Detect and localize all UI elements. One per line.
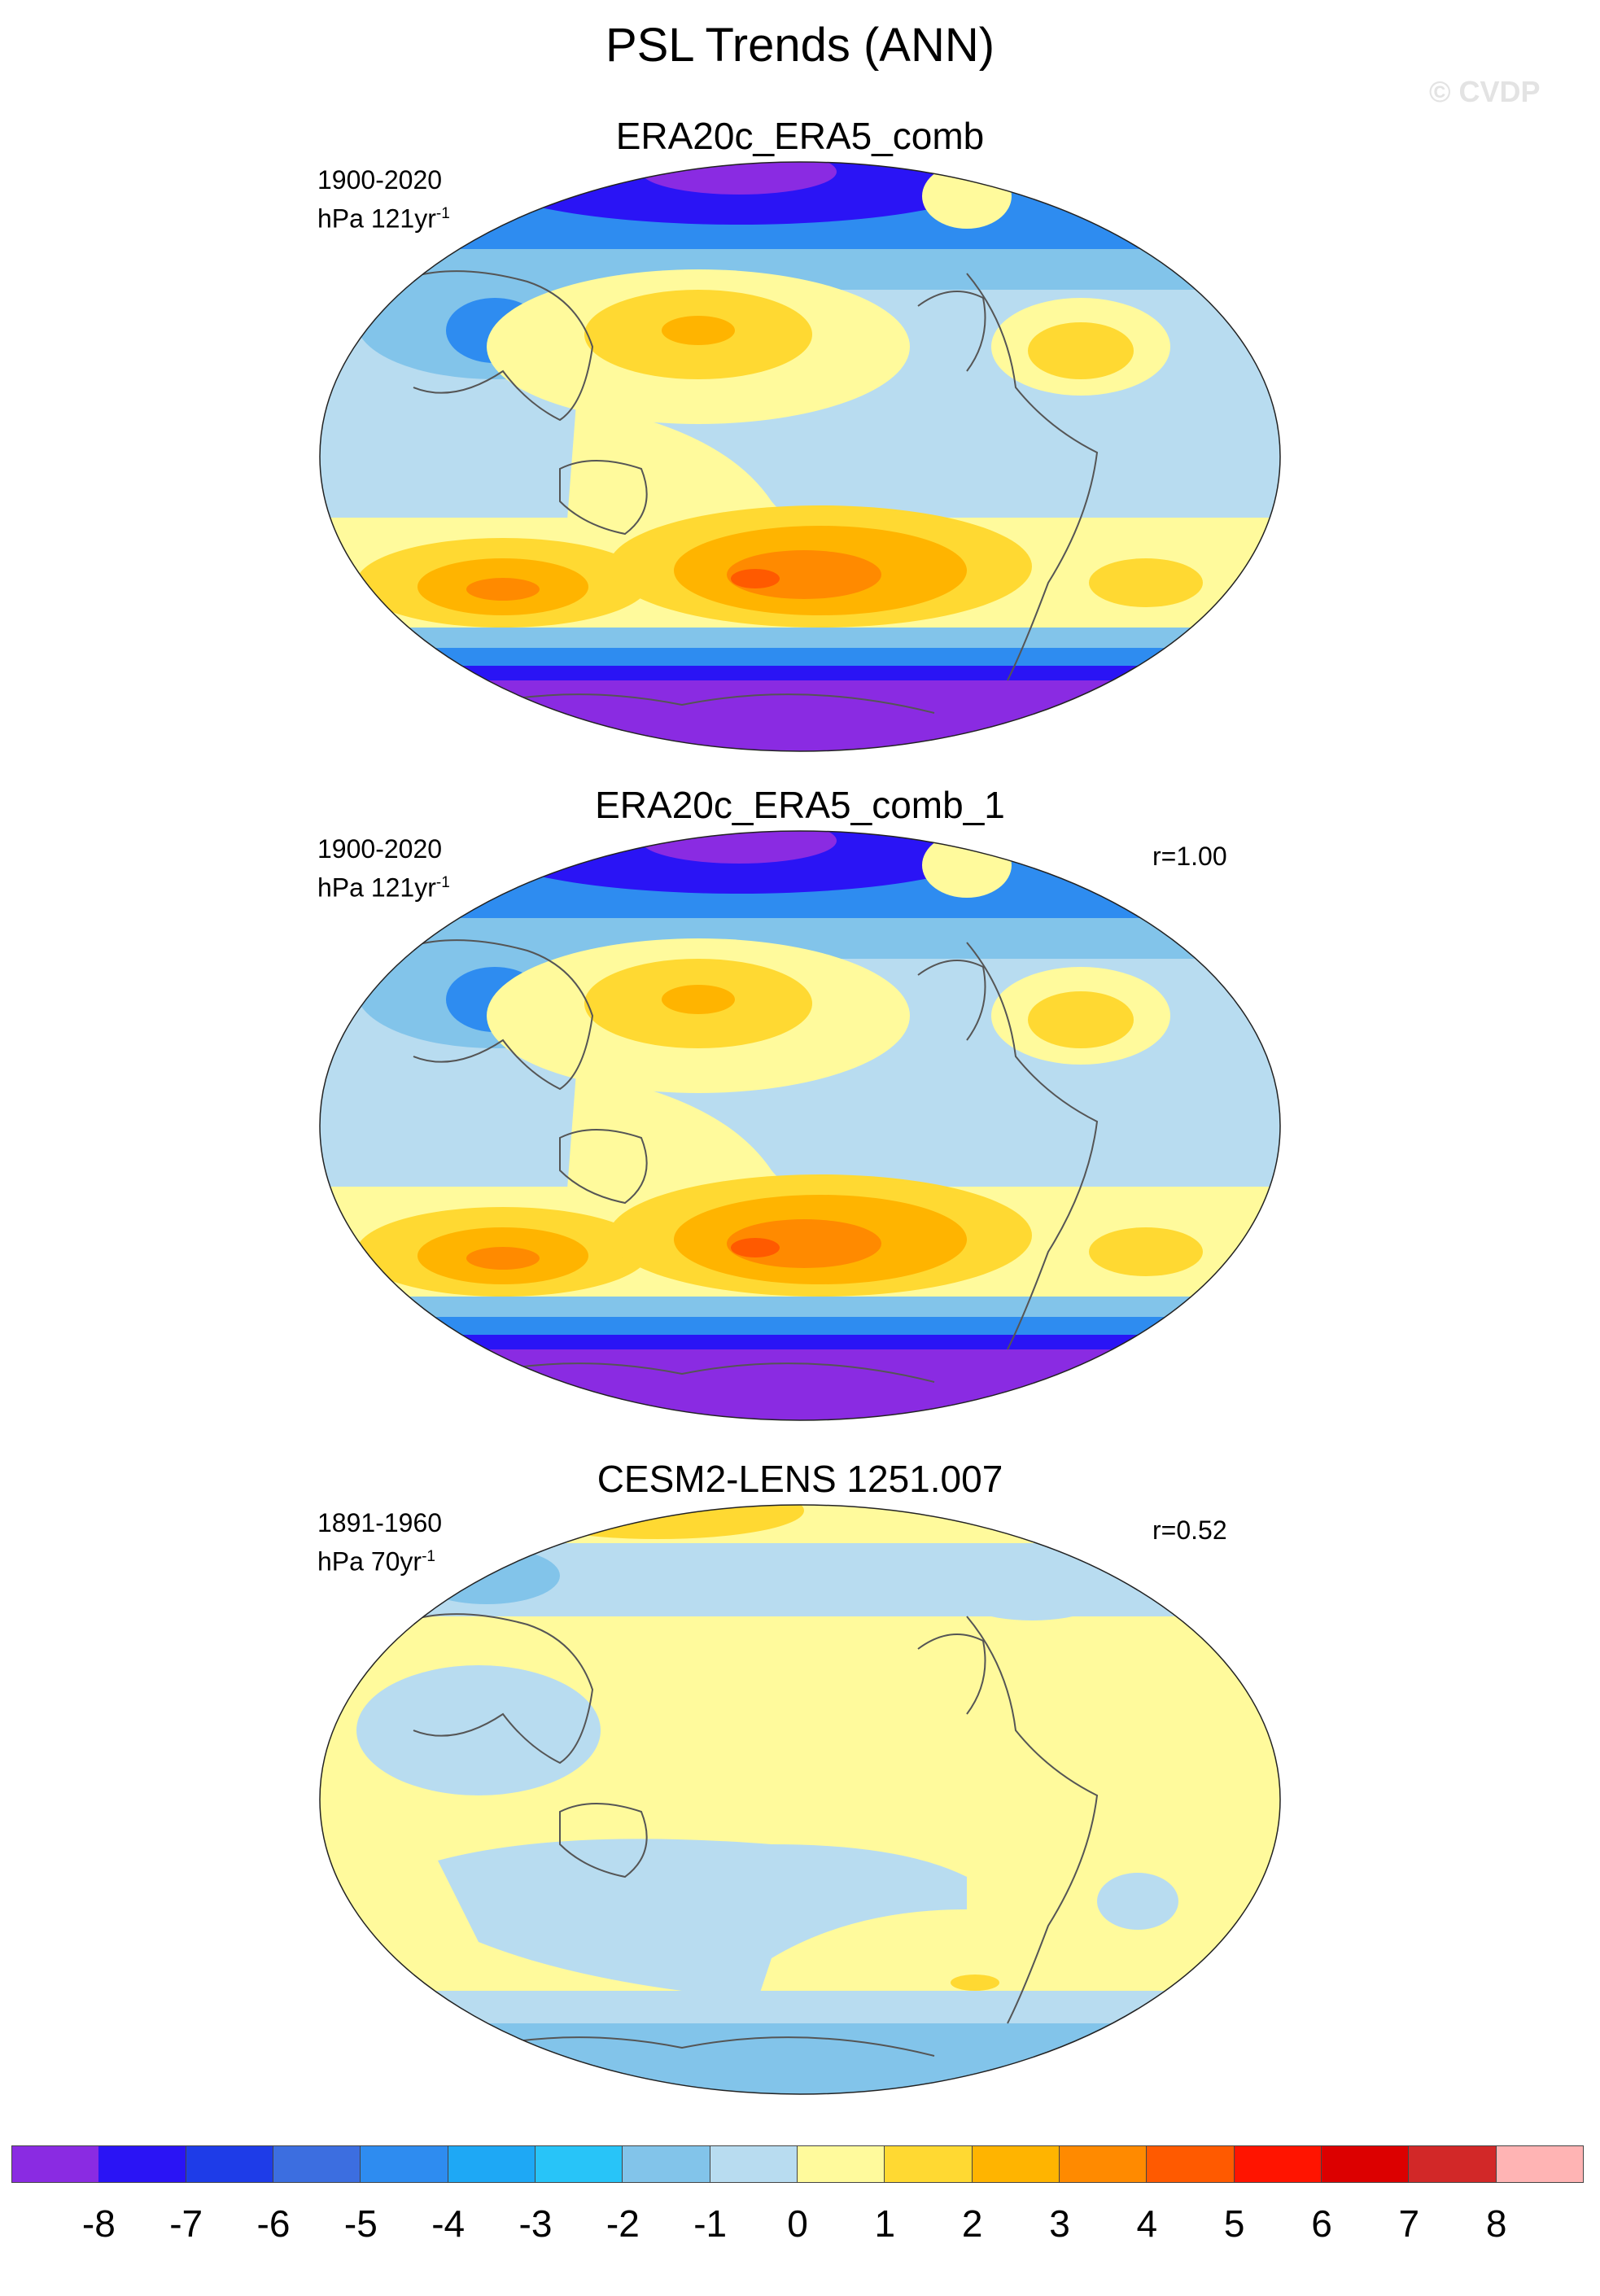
colorbar-tick-label: 0 [787, 2202, 808, 2245]
colorbar-swatch [1147, 2145, 1235, 2183]
colorbar-tick-label: -4 [431, 2202, 466, 2245]
panel-1-map [316, 160, 1284, 754]
colorbar-tick-label: -5 [343, 2202, 378, 2245]
colorbar-tick-label: -2 [605, 2202, 640, 2245]
colorbar [11, 2145, 1584, 2183]
panel-2-units: hPa 121yr-1 [317, 872, 450, 903]
colorbar-tick-label: -7 [169, 2202, 203, 2245]
colorbar-swatch [361, 2145, 448, 2183]
panel-3-info: 1891-1960 hPa 70yr-1 [317, 1506, 442, 1579]
panel-1-units: hPa 121yr-1 [317, 203, 450, 234]
colorbar-tick-label: -6 [256, 2202, 291, 2245]
panel-1-period: 1900-2020 [317, 165, 443, 195]
colorbar-swatch [536, 2145, 623, 2183]
colorbar-swatch [623, 2145, 710, 2183]
colorbar-swatch [11, 2145, 100, 2183]
colorbar-tick-label: 2 [961, 2202, 983, 2245]
figure-title: PSL Trends (ANN) [605, 19, 995, 72]
colorbar-swatch [798, 2145, 885, 2183]
panel-3-units: hPa 70yr-1 [317, 1546, 435, 1577]
colorbar-swatch [1322, 2145, 1410, 2183]
panel-3-period: 1891-1960 [317, 1508, 443, 1537]
colorbar-tick-label: -1 [693, 2202, 728, 2245]
colorbar-swatch [186, 2145, 273, 2183]
panel-3-title: CESM2-LENS 1251.007 [597, 1458, 1003, 1500]
panel-2-title: ERA20c_ERA5_comb_1 [595, 784, 1005, 826]
colorbar-swatch [885, 2145, 973, 2183]
panel-1-title: ERA20c_ERA5_comb [615, 115, 985, 157]
panel-2-period: 1900-2020 [317, 834, 443, 864]
colorbar-tick-label: 4 [1136, 2202, 1158, 2245]
colorbar-tick-label: 5 [1223, 2202, 1245, 2245]
panel-2-info: 1900-2020 hPa 121yr-1 [317, 832, 450, 905]
colorbar-swatch [1496, 2145, 1584, 2183]
colorbar-tick-label: 6 [1311, 2202, 1332, 2245]
colorbar-swatch [1234, 2145, 1322, 2183]
colorbar-tick-label: 7 [1398, 2202, 1420, 2245]
colorbar-swatch [1060, 2145, 1148, 2183]
panel-3-correlation: r=0.52 [1152, 1515, 1227, 1545]
panel-2-correlation: r=1.00 [1152, 842, 1227, 871]
panel-3-map [316, 1502, 1284, 2097]
panel-2-map [316, 829, 1284, 1423]
colorbar-swatch [448, 2145, 536, 2183]
colorbar-swatch [273, 2145, 361, 2183]
panel-1-info: 1900-2020 hPa 121yr-1 [317, 163, 450, 236]
colorbar-tick-label: -8 [81, 2202, 116, 2245]
colorbar-tick-label: 8 [1485, 2202, 1507, 2245]
colorbar-tick-label: 3 [1049, 2202, 1070, 2245]
colorbar-swatch [1409, 2145, 1497, 2183]
colorbar-swatch [972, 2145, 1060, 2183]
watermark: © CVDP [1429, 75, 1541, 108]
colorbar-swatch [98, 2145, 186, 2183]
colorbar-tick-label: -3 [518, 2202, 553, 2245]
colorbar-swatch [710, 2145, 798, 2183]
colorbar-tick-label: 1 [874, 2202, 896, 2245]
